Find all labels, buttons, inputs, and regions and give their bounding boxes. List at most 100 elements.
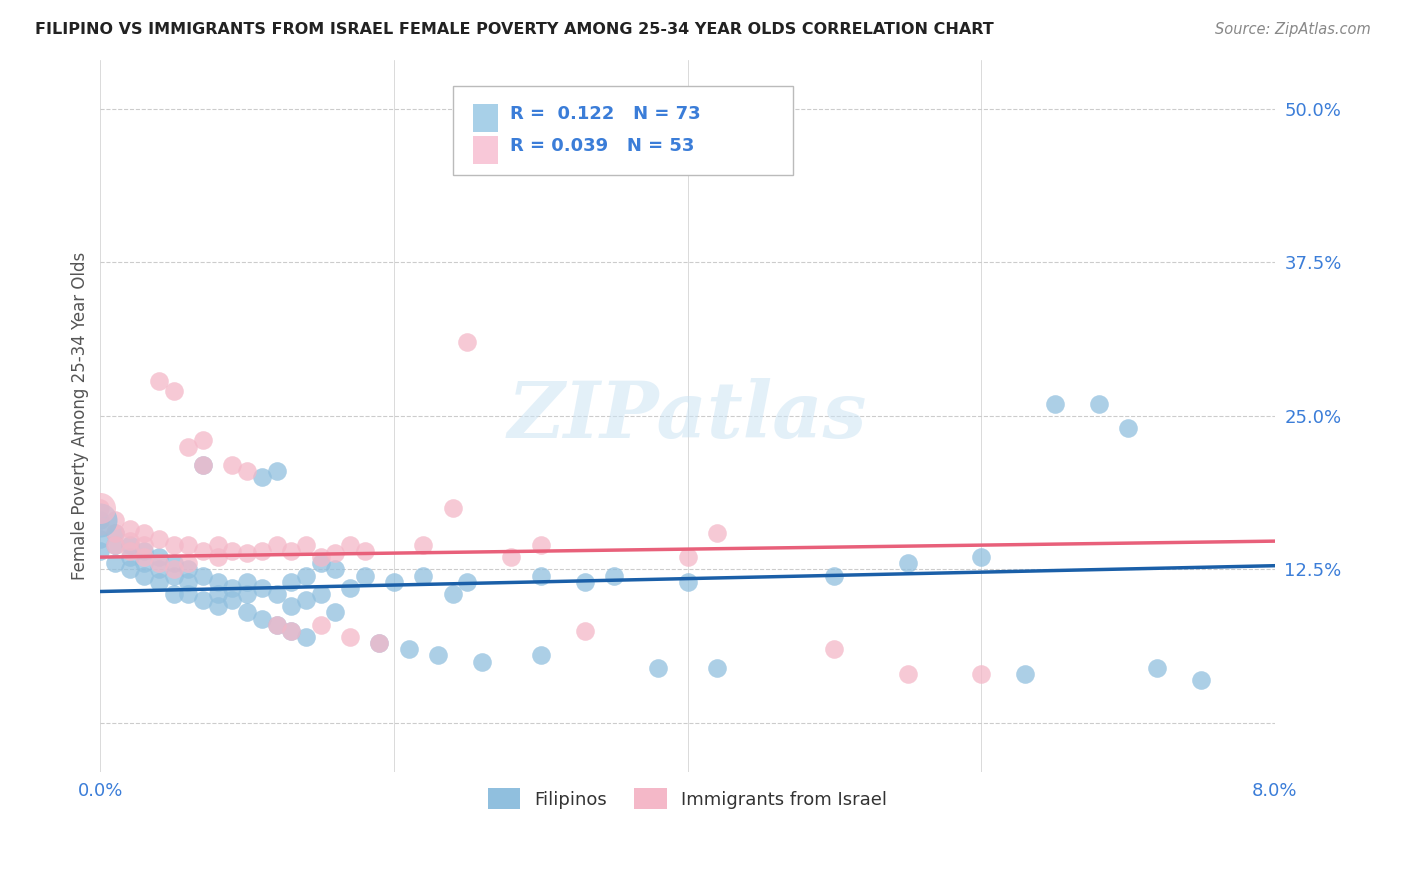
Point xyxy=(676,574,699,589)
FancyBboxPatch shape xyxy=(453,86,793,175)
Point xyxy=(280,544,302,558)
Point xyxy=(280,624,302,638)
Point xyxy=(163,556,186,570)
Point xyxy=(427,648,450,663)
Point xyxy=(236,574,259,589)
Text: FILIPINO VS IMMIGRANTS FROM ISRAEL FEMALE POVERTY AMONG 25-34 YEAR OLDS CORRELAT: FILIPINO VS IMMIGRANTS FROM ISRAEL FEMAL… xyxy=(35,22,994,37)
Point xyxy=(236,464,259,478)
Point xyxy=(295,538,318,552)
Point xyxy=(897,556,920,570)
Point xyxy=(191,434,214,448)
Point xyxy=(104,525,127,540)
Point xyxy=(339,630,361,644)
Point xyxy=(897,666,920,681)
Point xyxy=(339,581,361,595)
Point xyxy=(456,335,478,350)
Point xyxy=(89,500,111,515)
Point xyxy=(177,574,200,589)
Text: Source: ZipAtlas.com: Source: ZipAtlas.com xyxy=(1215,22,1371,37)
Point xyxy=(148,556,170,570)
Point xyxy=(280,599,302,614)
Point xyxy=(647,660,669,674)
Point xyxy=(207,550,229,565)
Point xyxy=(266,617,288,632)
Point xyxy=(177,538,200,552)
Point xyxy=(163,562,186,576)
Point xyxy=(501,550,523,565)
Point xyxy=(368,636,391,650)
Point xyxy=(177,440,200,454)
Point xyxy=(148,550,170,565)
Point xyxy=(191,458,214,472)
Point xyxy=(250,581,273,595)
Point xyxy=(368,636,391,650)
Point xyxy=(207,587,229,601)
Point xyxy=(118,538,141,552)
Point xyxy=(118,562,141,576)
Point xyxy=(118,550,141,565)
Point xyxy=(309,550,332,565)
Point xyxy=(104,525,127,540)
Point xyxy=(823,568,845,582)
Point xyxy=(118,534,141,549)
Point xyxy=(89,544,111,558)
Point xyxy=(221,593,243,607)
Point xyxy=(530,568,553,582)
Point xyxy=(250,611,273,625)
Y-axis label: Female Poverty Among 25-34 Year Olds: Female Poverty Among 25-34 Year Olds xyxy=(72,252,89,580)
Point xyxy=(104,513,127,527)
Point xyxy=(1014,666,1036,681)
Point xyxy=(339,538,361,552)
Text: ZIPatlas: ZIPatlas xyxy=(508,377,868,454)
Point xyxy=(1043,396,1066,410)
Point xyxy=(177,556,200,570)
Legend: Filipinos, Immigrants from Israel: Filipinos, Immigrants from Israel xyxy=(481,781,894,816)
Point xyxy=(118,544,141,558)
Point xyxy=(104,538,127,552)
Point xyxy=(148,574,170,589)
Point xyxy=(1189,673,1212,687)
Point xyxy=(148,532,170,546)
Point xyxy=(236,606,259,620)
Point xyxy=(89,500,111,515)
Point xyxy=(1087,396,1109,410)
Point xyxy=(309,617,332,632)
Point xyxy=(295,568,318,582)
Point xyxy=(471,655,494,669)
Point xyxy=(163,384,186,399)
Point xyxy=(250,470,273,484)
Point xyxy=(250,544,273,558)
Text: R =  0.122   N = 73: R = 0.122 N = 73 xyxy=(510,105,700,123)
Point xyxy=(207,574,229,589)
Point xyxy=(603,568,626,582)
Point xyxy=(104,538,127,552)
Point xyxy=(530,648,553,663)
Point xyxy=(456,574,478,589)
Point xyxy=(412,538,434,552)
Point xyxy=(295,630,318,644)
Point xyxy=(89,519,111,533)
Point xyxy=(574,624,596,638)
Point xyxy=(118,522,141,536)
Point xyxy=(134,556,156,570)
Point xyxy=(221,544,243,558)
Point xyxy=(970,666,993,681)
Point xyxy=(236,587,259,601)
Point xyxy=(266,587,288,601)
Point xyxy=(706,660,728,674)
Point xyxy=(191,458,214,472)
Point xyxy=(163,568,186,582)
Point xyxy=(823,642,845,657)
Point xyxy=(266,617,288,632)
Point xyxy=(134,538,156,552)
Point xyxy=(441,587,464,601)
Point xyxy=(353,544,375,558)
Point xyxy=(323,606,346,620)
Point xyxy=(323,562,346,576)
Point xyxy=(148,375,170,389)
Point xyxy=(280,574,302,589)
Point xyxy=(706,525,728,540)
Point xyxy=(207,538,229,552)
Point xyxy=(191,568,214,582)
Point xyxy=(134,525,156,540)
